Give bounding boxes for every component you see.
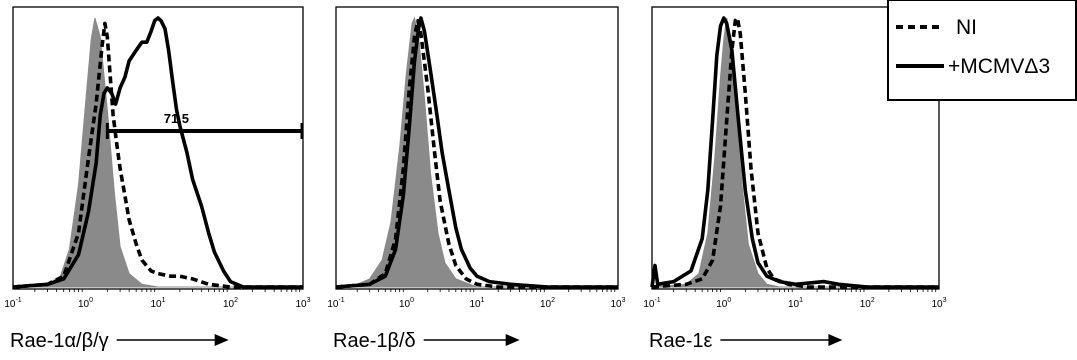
- histogram-panel-3: 10-1 100 101 102 103 Rae-1ε: [643, 6, 947, 352]
- x-tick-label: 103: [610, 297, 625, 310]
- gate-label: 71.5: [164, 111, 189, 126]
- x-tick-label: 102: [223, 297, 238, 310]
- x-tick-label: 102: [540, 297, 555, 310]
- minor-ticks: [356, 289, 616, 292]
- histogram-panel-2: 10-1 100 101 102 103 Rae-1β/δ: [327, 6, 626, 352]
- legend: NI +MCMVΔ3: [887, 0, 1077, 101]
- plot-frame: [335, 6, 619, 290]
- x-tick-labels: 10-1 100 101 102 103: [4, 297, 310, 310]
- series-ni-line: [12, 21, 303, 289]
- series-mcmv-line: [335, 16, 618, 289]
- x-axis-arrow-head: [214, 334, 229, 346]
- x-tick-label: 10-1: [4, 297, 21, 310]
- histogram-panel-1: 71.5 10-1 100 101 102 103 Rae-1α/β/γ: [4, 6, 311, 352]
- x-tick-label: 100: [716, 297, 731, 310]
- plot-frame: [12, 6, 304, 290]
- x-axis-label: Rae-1ε: [649, 330, 712, 352]
- x-tick-label: 101: [150, 297, 165, 310]
- x-tick-label: 10-1: [643, 297, 660, 310]
- x-tick-labels: 10-1 100 101 102 103: [327, 297, 625, 310]
- series-isotype-fill: [12, 17, 303, 288]
- x-tick-label: 100: [399, 297, 414, 310]
- x-tick-label: 100: [78, 297, 93, 310]
- series-ni-line: [335, 18, 618, 289]
- x-tick-labels: 10-1 100 101 102 103: [643, 297, 946, 310]
- legend-box: [887, 0, 1077, 101]
- x-tick-label: 10-1: [327, 297, 344, 310]
- x-tick-label: 103: [931, 297, 946, 310]
- x-axis-arrow-head: [828, 334, 843, 346]
- x-tick-label: 102: [860, 297, 875, 310]
- x-axis-arrow-head: [505, 334, 520, 346]
- minor-ticks: [34, 289, 301, 292]
- legend-label-ni: NI: [956, 16, 977, 39]
- plot-frame: [651, 6, 940, 290]
- minor-ticks: [673, 289, 937, 292]
- x-axis-label: Rae-1β/δ: [333, 330, 416, 352]
- x-axis-label: Rae-1α/β/γ: [10, 330, 109, 352]
- gate-marker: 71.5: [105, 111, 304, 139]
- series-mcmv-line: [12, 16, 303, 289]
- series-isotype-fill: [335, 16, 618, 288]
- x-tick-label: 103: [295, 297, 310, 310]
- x-tick-label: 101: [469, 297, 484, 310]
- series-mcmv-line: [650, 16, 939, 289]
- legend-label-mcmv: +MCMVΔ3: [948, 55, 1050, 78]
- x-tick-label: 101: [788, 297, 803, 310]
